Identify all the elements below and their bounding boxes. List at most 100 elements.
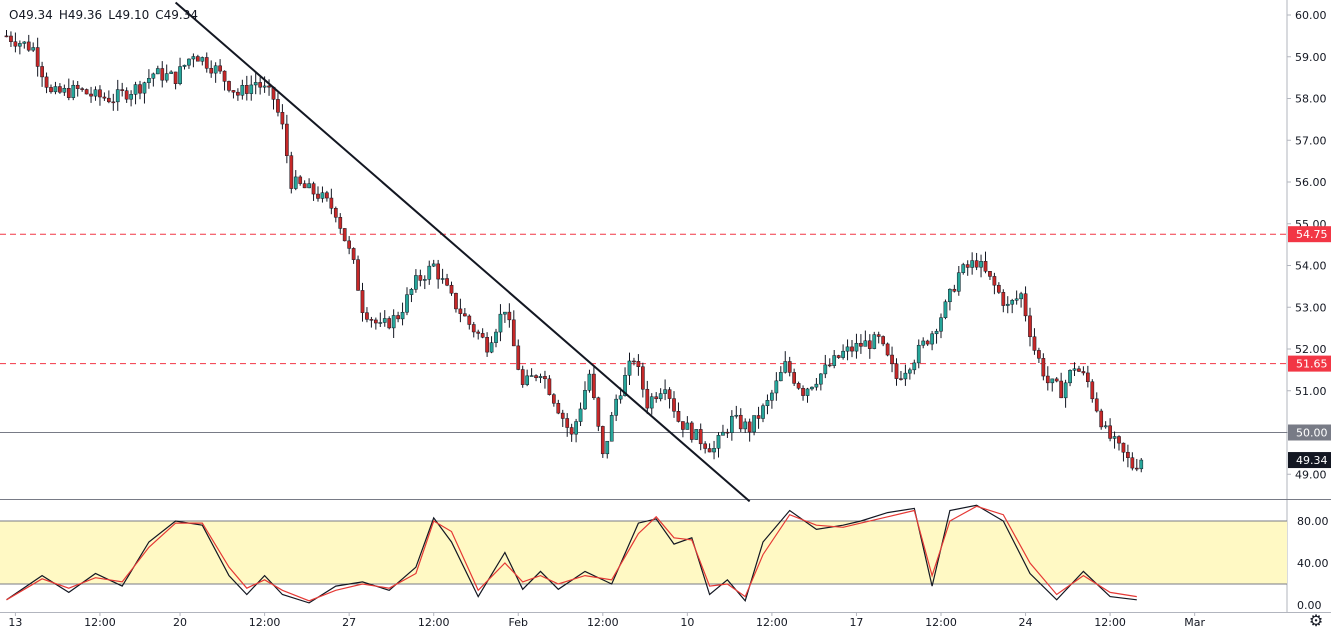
candle-body bbox=[1086, 372, 1090, 383]
price-label-bg bbox=[1288, 355, 1331, 372]
candle-body bbox=[1103, 425, 1108, 428]
candle-body bbox=[58, 86, 62, 93]
candle-body bbox=[1054, 378, 1059, 382]
candle-body bbox=[738, 414, 743, 430]
candle-body bbox=[231, 90, 236, 93]
candle-body bbox=[1001, 292, 1006, 306]
candle-body bbox=[129, 94, 133, 100]
time-tick-label: 12:00 bbox=[587, 616, 619, 629]
candle-body bbox=[645, 388, 650, 409]
candle-body bbox=[200, 57, 205, 62]
candle-body bbox=[405, 294, 409, 313]
candle-body bbox=[965, 264, 970, 268]
candle-body bbox=[427, 265, 432, 280]
candle-body bbox=[120, 89, 125, 91]
candle-body bbox=[409, 289, 414, 295]
price-tick-label: 54.00 bbox=[1295, 260, 1327, 273]
candle-body bbox=[400, 311, 405, 320]
candle-body bbox=[1028, 315, 1032, 338]
candle-body bbox=[988, 271, 992, 277]
candle-body bbox=[44, 76, 49, 88]
candle-body bbox=[583, 390, 587, 410]
candle-body bbox=[258, 82, 262, 88]
candle-body bbox=[623, 375, 627, 396]
candle-body bbox=[1005, 303, 1010, 306]
candle-body bbox=[240, 85, 245, 96]
candle-body bbox=[480, 333, 485, 338]
candle-body bbox=[534, 375, 538, 379]
candle-body bbox=[511, 319, 516, 347]
price-label: 49.34 bbox=[1296, 454, 1328, 467]
candle-body bbox=[218, 65, 222, 72]
price-label-bg bbox=[1288, 226, 1331, 243]
candle-body bbox=[84, 89, 89, 95]
candle-body bbox=[333, 208, 338, 218]
candle-body bbox=[111, 101, 116, 104]
candle-body bbox=[471, 324, 476, 333]
candle-body bbox=[244, 85, 249, 94]
candle-body bbox=[565, 418, 570, 428]
candle-body bbox=[979, 261, 983, 268]
candle-body bbox=[467, 315, 472, 325]
candle-body bbox=[391, 315, 396, 329]
settings-gear-icon[interactable]: ⚙ bbox=[1308, 613, 1324, 630]
candle-body bbox=[689, 422, 694, 440]
candle-body bbox=[774, 380, 779, 394]
candle-body bbox=[133, 84, 138, 95]
candle-body bbox=[418, 275, 423, 281]
candle-body bbox=[178, 66, 182, 84]
price-label: 50.00 bbox=[1296, 427, 1328, 440]
candle-body bbox=[672, 398, 676, 412]
candle-body bbox=[658, 393, 663, 400]
candle-body bbox=[138, 84, 142, 94]
candle-body bbox=[93, 89, 98, 97]
time-tick-label: 24 bbox=[1019, 616, 1033, 629]
candle-body bbox=[685, 422, 690, 430]
price-tick-label: 60.00 bbox=[1295, 9, 1327, 22]
candle-body bbox=[1063, 382, 1068, 399]
candle-body bbox=[26, 41, 31, 51]
candle-body bbox=[222, 70, 227, 82]
candle-body bbox=[365, 312, 369, 320]
price-tick-label: 49.00 bbox=[1295, 468, 1327, 481]
candle-body bbox=[1117, 436, 1121, 444]
candle-body bbox=[476, 331, 481, 334]
candle-body bbox=[463, 313, 467, 317]
candle-body bbox=[307, 183, 311, 189]
candle-body bbox=[641, 366, 645, 390]
candle-body bbox=[1045, 375, 1050, 384]
candle-body bbox=[908, 369, 912, 374]
candle-body bbox=[885, 343, 890, 356]
candle-body bbox=[992, 276, 997, 286]
candle-body bbox=[716, 435, 721, 449]
candle-body bbox=[440, 278, 445, 280]
candle-body bbox=[280, 112, 285, 125]
candle-body bbox=[730, 415, 734, 433]
candle-body bbox=[974, 260, 979, 268]
candle-body bbox=[89, 93, 93, 97]
legend-low: L49.10 bbox=[108, 8, 150, 22]
candle-body bbox=[943, 301, 948, 318]
candle-body bbox=[325, 192, 329, 199]
candle-body bbox=[1108, 425, 1112, 439]
candle-body bbox=[107, 97, 111, 103]
time-tick-label: 12:00 bbox=[925, 616, 957, 629]
legend-open: O49.34 bbox=[9, 8, 53, 22]
price-tick-label: 56.00 bbox=[1295, 176, 1327, 189]
candle-body bbox=[961, 264, 966, 273]
candle-body bbox=[485, 337, 489, 353]
candle-body bbox=[930, 333, 934, 345]
candle-body bbox=[4, 35, 9, 38]
price-label: 51.65 bbox=[1296, 358, 1328, 371]
candle-body bbox=[160, 68, 165, 81]
legend-high: H49.36 bbox=[58, 8, 103, 22]
candle-body bbox=[627, 360, 632, 376]
candle-body bbox=[845, 346, 850, 352]
candle-body bbox=[311, 183, 316, 195]
candle-body bbox=[71, 84, 76, 98]
time-tick-label: 12:00 bbox=[418, 616, 450, 629]
candle-body bbox=[227, 81, 231, 91]
candle-body bbox=[1112, 436, 1117, 439]
candle-body bbox=[387, 318, 392, 329]
